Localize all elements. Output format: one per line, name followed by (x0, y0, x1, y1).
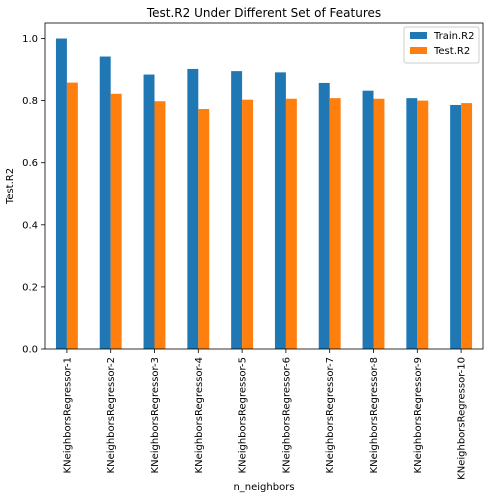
y-axis: 0.0 0.2 0.4 0.6 0.8 1.0 (22, 34, 45, 356)
bar-test-r2-7 (329, 98, 341, 349)
bar-test-r2-9 (417, 100, 429, 349)
y-tick-label: 0.0 (22, 345, 38, 356)
chart-title: Test.R2 Under Different Set of Features (146, 6, 381, 20)
bar-train-r2-5 (231, 71, 243, 349)
bar-test-r2-3 (154, 101, 166, 350)
bar-test-r2-2 (110, 93, 122, 349)
bars-group (55, 38, 473, 350)
bar-test-r2-4 (198, 109, 210, 349)
x-axis-label: n_neighbors (233, 482, 294, 493)
legend-entry: Train.R2 (433, 31, 474, 42)
bar-test-r2-6 (285, 98, 297, 349)
bar-test-r2-5 (242, 99, 254, 349)
legend-swatch (410, 47, 427, 54)
bar-train-r2-10 (450, 104, 462, 349)
bar-test-r2-8 (373, 98, 385, 349)
x-tick-label: KNeighborsRegressor-2 (106, 357, 117, 473)
bar-train-r2-6 (274, 72, 286, 349)
x-tick-label: KNeighborsRegressor-1 (62, 357, 73, 473)
legend: Train.R2 Test.R2 (403, 26, 480, 64)
y-tick-label: 0.2 (22, 282, 38, 293)
legend-swatch (410, 32, 427, 39)
bar-train-r2-8 (362, 90, 374, 349)
bar-test-r2-1 (66, 82, 78, 350)
x-tick-label: KNeighborsRegressor-6 (281, 357, 292, 473)
x-tick-label: KNeighborsRegressor-4 (194, 357, 205, 473)
bar-train-r2-9 (406, 98, 418, 349)
x-tick-label: KNeighborsRegressor-9 (413, 357, 424, 473)
bar-test-r2-10 (461, 103, 473, 349)
bar-train-r2-3 (143, 74, 155, 349)
bar-train-r2-2 (99, 56, 111, 349)
y-tick-label: 1.0 (22, 34, 38, 45)
x-tick-label: KNeighborsRegressor-5 (238, 357, 249, 473)
x-tick-label: KNeighborsRegressor-10 (457, 357, 468, 480)
y-axis-label: Test.R2 (5, 168, 16, 205)
plot-frame (44, 22, 484, 350)
x-tick-label: KNeighborsRegressor-8 (369, 357, 380, 473)
y-tick-label: 0.4 (22, 220, 38, 231)
bar-train-r2-7 (318, 82, 330, 349)
x-tick-label: KNeighborsRegressor-7 (325, 357, 336, 473)
y-tick-label: 0.8 (22, 96, 38, 107)
x-tick-label: KNeighborsRegressor-3 (150, 357, 161, 473)
bar-train-r2-4 (187, 68, 199, 350)
bar-train-r2-1 (55, 38, 67, 350)
y-tick-label: 0.6 (22, 158, 38, 169)
x-axis: KNeighborsRegressor-1 KNeighborsRegressor… (62, 349, 468, 480)
legend-entry: Test.R2 (433, 46, 470, 57)
